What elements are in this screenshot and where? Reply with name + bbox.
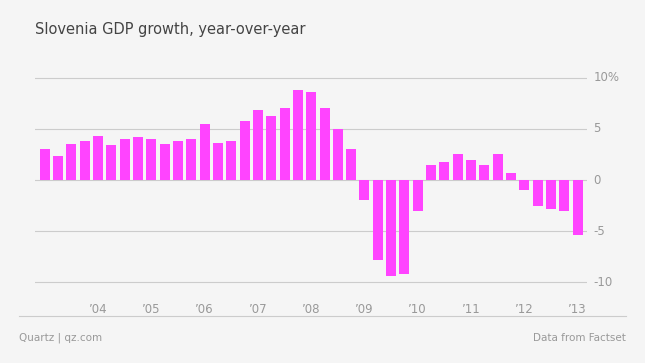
Bar (200, 124, 210, 180)
Bar (479, 165, 490, 180)
Bar (306, 92, 316, 180)
Bar (213, 143, 223, 180)
Bar (533, 180, 542, 205)
Bar (346, 149, 356, 180)
Bar (546, 180, 556, 209)
Text: Quartz | qz.com: Quartz | qz.com (19, 333, 103, 343)
Bar (293, 90, 303, 180)
Bar (559, 180, 570, 211)
Bar (319, 109, 330, 180)
Bar (399, 180, 410, 274)
Bar (80, 141, 90, 180)
Bar (333, 129, 343, 180)
Bar (453, 154, 462, 180)
Bar (53, 156, 63, 180)
Bar (359, 180, 370, 200)
Bar (506, 173, 516, 180)
Text: 0: 0 (593, 174, 600, 187)
Bar (439, 162, 450, 180)
Bar (146, 139, 156, 180)
Bar (426, 165, 436, 180)
Bar (386, 180, 396, 276)
Bar (226, 141, 236, 180)
Bar (279, 109, 290, 180)
Text: -5: -5 (593, 225, 605, 238)
Bar (186, 139, 196, 180)
Bar (173, 141, 183, 180)
Text: Data from Factset: Data from Factset (533, 333, 626, 343)
Bar (133, 137, 143, 180)
Bar (519, 180, 530, 190)
Bar (573, 180, 582, 235)
Bar (239, 121, 250, 180)
Bar (266, 115, 276, 180)
Bar (466, 160, 476, 180)
Text: Slovenia GDP growth, year-over-year: Slovenia GDP growth, year-over-year (35, 22, 306, 37)
Bar (493, 154, 502, 180)
Text: -10: -10 (593, 276, 613, 289)
Bar (106, 145, 116, 180)
Text: 5: 5 (593, 122, 600, 135)
Bar (66, 144, 77, 180)
Bar (93, 136, 103, 180)
Bar (160, 144, 170, 180)
Bar (373, 180, 383, 260)
Bar (253, 110, 263, 180)
Bar (40, 149, 50, 180)
Bar (120, 139, 130, 180)
Text: 10%: 10% (593, 71, 619, 84)
Bar (413, 180, 422, 211)
